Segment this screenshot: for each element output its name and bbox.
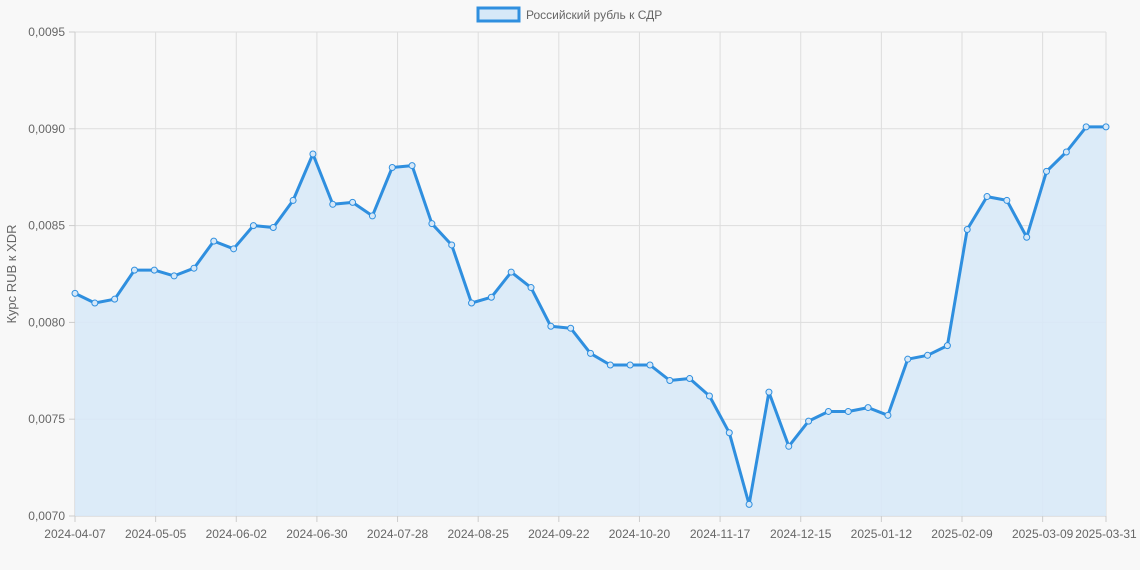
data-point [507,268,515,276]
series-area [75,126,1106,517]
data-point [626,361,634,369]
data-point [864,404,872,412]
data-point [963,225,971,233]
y-axis-title: Курс RUB к XDR [4,224,19,323]
data-point [785,442,793,450]
data-point [150,266,158,274]
data-point [666,376,674,384]
legend-swatch [476,6,521,23]
x-tick-label: 2024-08-25 [447,527,509,541]
x-tick-label: 2025-03-31 [1075,527,1137,541]
data-point [943,342,951,350]
x-axis-ticks: 2024-04-07 2024-05-05 2024-06-02 2024-06-30… [44,516,1137,541]
data-points [71,123,1110,508]
x-tick-label: 2024-09-22 [528,527,590,541]
x-tick-label: 2024-12-15 [770,527,832,541]
y-tick-label: 0,0095 [28,25,65,39]
y-axis-ticks: 0,0070 0,0075 0,0080 0,0085 0,0090 0,0095 [28,25,75,523]
data-point [190,264,198,272]
x-tick-label: 2024-05-05 [125,527,187,541]
data-point [487,293,495,301]
y-tick-label: 0,0085 [28,219,65,233]
data-point [448,241,456,249]
x-tick-label: 2024-07-28 [367,527,429,541]
data-point [269,224,277,232]
data-point [646,361,654,369]
y-tick-label: 0,0080 [28,315,65,329]
data-point [725,429,733,437]
data-point [924,351,932,359]
data-point [408,162,416,170]
data-point [1102,123,1110,131]
x-tick-label: 2024-11-17 [690,527,751,541]
data-point [983,193,991,201]
x-tick-label: 2024-06-02 [206,527,268,541]
data-point [111,295,119,303]
data-point [468,299,476,307]
data-point [289,196,297,204]
data-point [329,200,337,208]
data-point [686,375,694,383]
y-tick-label: 0,0090 [28,122,65,136]
x-tick-label: 2024-04-07 [44,527,106,541]
data-point [1043,167,1051,175]
data-point [1082,123,1090,131]
data-point [547,322,555,330]
data-point [249,222,257,230]
data-point [824,407,832,415]
x-tick-label: 2025-03-09 [1012,527,1074,541]
data-point [309,150,317,158]
data-point [745,500,753,508]
y-tick-label: 0,0070 [28,509,65,523]
data-point [765,388,773,396]
data-point [527,284,535,292]
data-point [230,245,238,253]
data-point [368,212,376,220]
x-tick-label: 2024-06-30 [286,527,348,541]
x-tick-label: 2025-01-12 [851,527,913,541]
data-point [567,324,575,332]
data-point [71,289,79,297]
data-point [587,349,594,357]
data-point [170,272,178,280]
data-point [904,355,912,363]
legend[interactable]: Российский рубль к СДР [476,6,662,23]
x-tick-label: 2024-10-20 [609,527,671,541]
data-point [91,299,99,307]
data-point [388,164,396,172]
data-point [1023,233,1031,241]
data-point [210,237,218,245]
area-fill-layer [75,126,1106,517]
legend-label: Российский рубль к СДР [526,8,662,22]
data-point [884,411,892,419]
data-point [606,361,614,369]
data-point [1003,196,1011,204]
data-point [349,198,357,206]
data-point [1062,148,1070,156]
data-point [844,407,852,415]
data-point [130,266,138,274]
data-point [805,417,813,425]
x-tick-label: 2025-02-09 [931,527,993,541]
data-point [705,392,713,400]
y-tick-label: 0,0075 [28,412,65,426]
data-point [428,220,436,228]
